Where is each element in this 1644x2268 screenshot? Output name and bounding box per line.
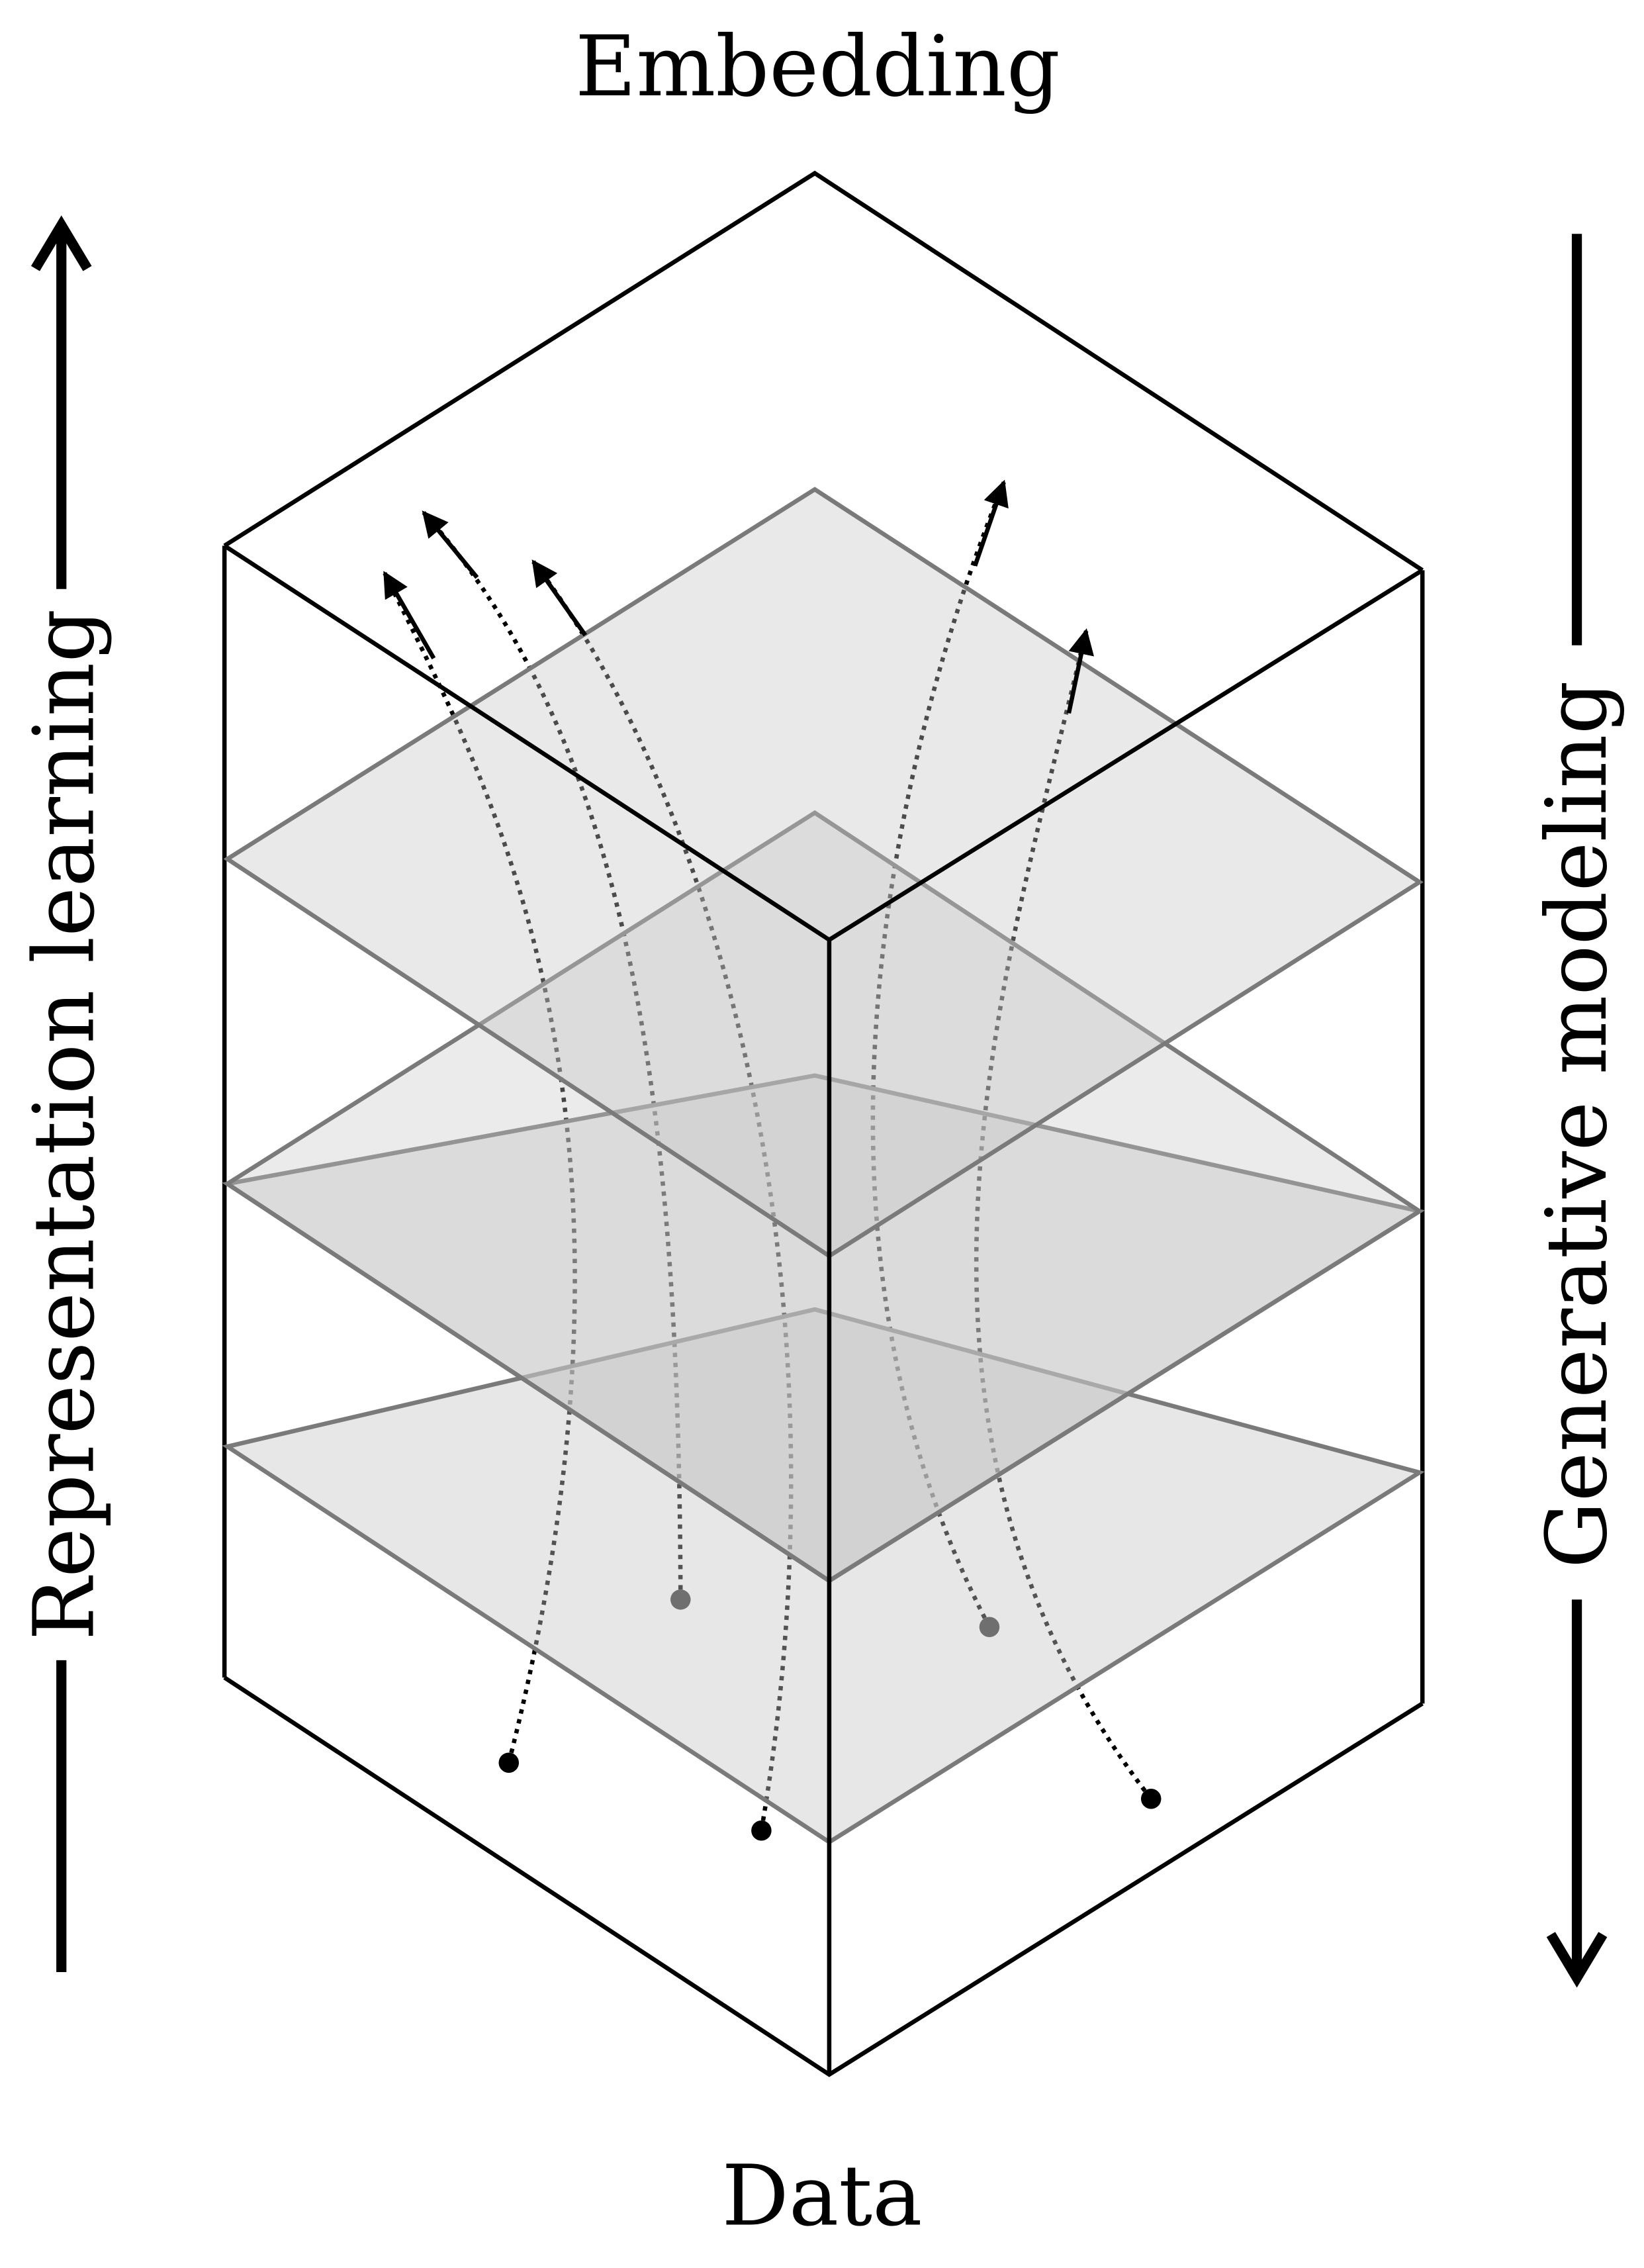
representation-learning-label: Representation learning: [16, 609, 113, 1640]
up-arrow-icon: [30, 215, 92, 271]
down-arrow-icon: [1546, 1932, 1608, 1988]
trajectory-group: [383, 481, 1153, 1831]
data-point-4: [979, 1617, 1000, 1638]
data-point-1: [498, 1752, 520, 1773]
trajectory-5-head: [1066, 628, 1095, 714]
trajectory-1-head: [383, 571, 436, 660]
trajectory-endpoints: [383, 479, 1162, 1841]
data-point-5: [1140, 1788, 1162, 1809]
embedding-label: Embedding: [575, 18, 1060, 115]
trajectory-1: [383, 572, 577, 1764]
hidden-planes: [221, 487, 1426, 1845]
generative-modeling-label: Generative modeling: [1528, 681, 1625, 1568]
trajectory-2-head: [422, 510, 479, 579]
trajectory-4: [870, 481, 1006, 1629]
data-point-2: [670, 1589, 691, 1610]
trajectory-3-head: [531, 559, 588, 637]
data-label: Data: [721, 2148, 922, 2245]
cube-front-edges: [223, 543, 1424, 2075]
data-point-3: [751, 1820, 772, 1841]
trajectory-4-head: [973, 479, 1009, 567]
generative-modeling-axis: Generative modeling: [1528, 234, 1625, 1988]
representation-learning-axis: Representation learning: [16, 215, 113, 1972]
